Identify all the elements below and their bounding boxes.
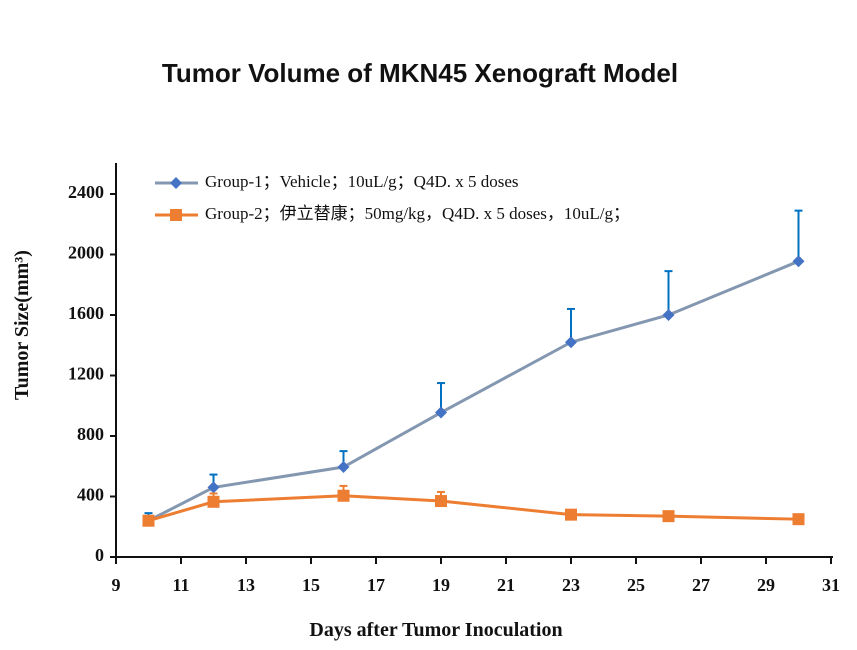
x-tick-label: 25 xyxy=(627,575,645,595)
x-tick-label: 19 xyxy=(432,575,450,595)
marker xyxy=(142,514,155,527)
marker xyxy=(337,461,350,474)
marker xyxy=(170,209,182,221)
x-tick-label: 21 xyxy=(497,575,515,595)
x-tick-label: 23 xyxy=(562,575,580,595)
chart-title: Tumor Volume of MKN45 Xenograft Model xyxy=(162,58,678,88)
marker xyxy=(435,495,447,508)
marker xyxy=(435,406,447,419)
y-tick-label: 0 xyxy=(95,545,104,565)
y-tick-label: 2400 xyxy=(68,182,104,202)
x-axis-label: Days after Tumor Inoculation xyxy=(309,619,562,641)
error-bar xyxy=(664,270,673,315)
legend-label: Group-2；伊立替康；50mg/kg，Q4D. x 5 doses，10uL… xyxy=(205,204,630,223)
y-tick-label: 800 xyxy=(77,424,104,444)
series-line xyxy=(148,494,799,523)
legend-label: Group-1；Vehicle；10uL/g；Q4D. x 5 doses xyxy=(205,172,519,191)
error-bar xyxy=(794,209,803,262)
marker xyxy=(662,309,675,321)
y-tick-label: 400 xyxy=(77,485,104,505)
marker xyxy=(662,510,675,523)
marker xyxy=(565,336,577,349)
y-tick-label: 1600 xyxy=(68,303,104,323)
marker xyxy=(207,481,220,494)
marker xyxy=(337,489,350,502)
marker xyxy=(207,495,220,508)
x-tick-label: 13 xyxy=(237,575,255,595)
x-tick-label: 31 xyxy=(822,575,840,595)
marker xyxy=(792,513,805,526)
x-tick-label: 15 xyxy=(302,575,320,595)
y-axis-label: Tumor Size(mm³) xyxy=(11,250,33,400)
y-tick-label: 2000 xyxy=(68,243,104,263)
series-line xyxy=(147,259,800,523)
marker xyxy=(792,255,805,268)
x-tick-label: 27 xyxy=(692,575,710,595)
marker xyxy=(170,177,182,189)
x-tick-label: 29 xyxy=(757,575,775,595)
x-tick-label: 9 xyxy=(112,575,121,595)
x-tick-label: 17 xyxy=(367,575,385,595)
x-tick-label: 11 xyxy=(172,575,189,595)
y-tick-label: 1200 xyxy=(68,364,104,384)
marker xyxy=(565,508,577,521)
